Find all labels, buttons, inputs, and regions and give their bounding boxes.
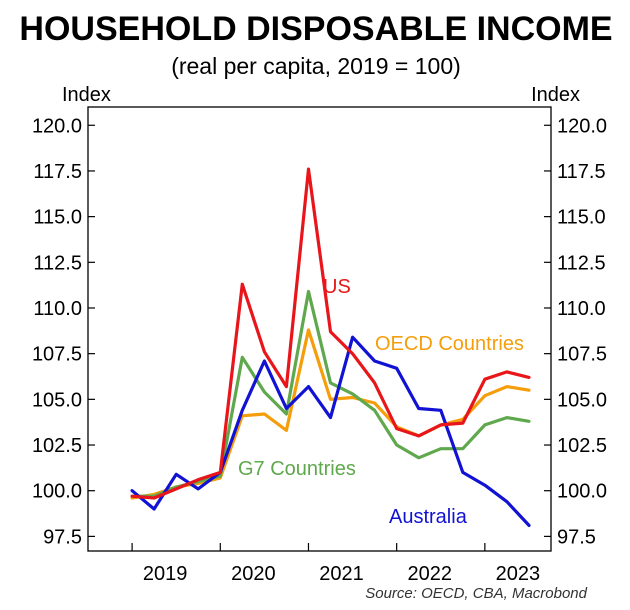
chart-subtitle: (real per capita, 2019 = 100) — [171, 53, 461, 79]
y-tick-label-left: 112.5 — [33, 252, 82, 274]
x-tick-label: 2022 — [407, 563, 452, 585]
y-tick-label-left: 117.5 — [33, 161, 82, 183]
x-tick-label: 2020 — [231, 563, 276, 585]
y-tick-label-left: 97.5 — [43, 526, 82, 548]
y-tick-label-right: 102.5 — [557, 435, 607, 457]
series-label-australia: Australia — [389, 506, 468, 528]
y-tick-label-right: 110.0 — [557, 298, 606, 320]
y-tick-label-right: 115.0 — [557, 207, 606, 229]
y-tick-label-left: 115.0 — [33, 207, 82, 229]
y-tick-label-right: 100.0 — [557, 481, 607, 503]
y-axis-label-left: Index — [62, 84, 111, 106]
y-tick-label-left: 100.0 — [32, 481, 82, 503]
chart-title: HOUSEHOLD DISPOSABLE INCOME — [19, 10, 612, 48]
x-tick-label: 2021 — [319, 563, 364, 585]
y-tick-label-right: 120.0 — [557, 115, 607, 137]
y-tick-label-left: 120.0 — [32, 115, 82, 137]
y-axis-ticks: 97.5 97.5 100.0 100.0 102.5 102.5 105.0 105.0 10… — [32, 115, 607, 548]
series-line-us — [130, 167, 531, 500]
plot-frame — [87, 106, 552, 552]
x-axis-ticks: 2019 2020 2021 2022 2023 — [131, 543, 541, 585]
y-tick-label-right: 112.5 — [557, 252, 606, 274]
series-label-g7: G7 Countries — [238, 458, 356, 480]
series-line-australia — [130, 335, 531, 528]
source-note: Source: OECD, CBA, Macrobond — [365, 585, 587, 602]
series-line-oecd-countries — [130, 328, 531, 500]
y-axis-label-right: Index — [531, 84, 580, 106]
x-tick-label: 2019 — [143, 563, 188, 585]
x-tick-label: 2023 — [496, 563, 541, 585]
y-tick-label-left: 107.5 — [32, 344, 82, 366]
series-lines — [130, 167, 531, 528]
series-line-g7-countries — [130, 289, 531, 498]
y-tick-label-right: 117.5 — [557, 161, 606, 183]
series-label-us: US — [323, 276, 351, 298]
series-label-oecd: OECD Countries — [375, 333, 524, 355]
y-tick-label-right: 97.5 — [557, 526, 596, 548]
y-tick-label-right: 107.5 — [557, 344, 607, 366]
y-tick-label-right: 105.0 — [557, 389, 607, 411]
y-tick-label-left: 105.0 — [32, 389, 82, 411]
y-tick-label-left: 110.0 — [33, 298, 82, 320]
y-tick-label-left: 102.5 — [32, 435, 82, 457]
